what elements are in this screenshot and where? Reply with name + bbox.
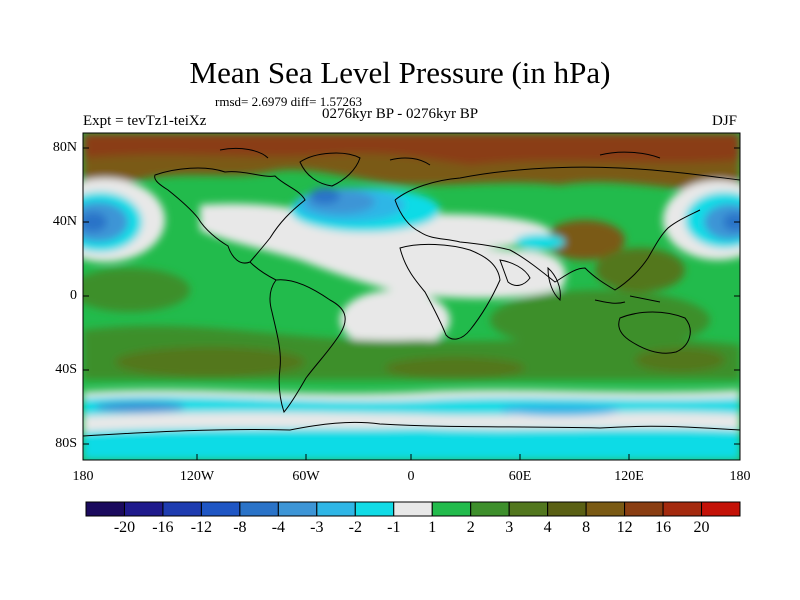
lon-tick-0: 0 xyxy=(407,469,415,484)
colorbar-label: -1 xyxy=(387,519,401,536)
lon-tick-180e: 180 xyxy=(729,469,751,484)
colorbar-swatch xyxy=(162,501,202,517)
colorbar-swatch xyxy=(624,501,664,517)
colorbar-swatch xyxy=(547,501,587,517)
colorbar-label: 2 xyxy=(466,519,475,536)
colorbar-label: -20 xyxy=(113,519,136,536)
colorbar-swatch xyxy=(85,501,125,517)
colorbar xyxy=(85,501,741,517)
colorbar-label: -3 xyxy=(310,519,324,536)
colorbar-swatch xyxy=(239,501,279,517)
map-title: Mean Sea Level Pressure (in hPa) xyxy=(189,55,611,90)
colorbar-label: 16 xyxy=(655,519,672,536)
colorbar-swatch xyxy=(585,501,626,517)
season-label: DJF xyxy=(712,113,738,129)
colorbar-label: -16 xyxy=(152,519,174,536)
lon-tick-120e: 120E xyxy=(614,469,644,484)
colorbar-label: -8 xyxy=(233,519,247,536)
colorbar-swatch xyxy=(200,501,241,517)
colorbar-label: 8 xyxy=(582,519,591,536)
colorbar-swatch xyxy=(277,501,318,517)
colorbar-swatch xyxy=(393,501,433,517)
colorbar-swatch xyxy=(508,501,549,517)
colorbar-swatch xyxy=(701,501,741,517)
lon-tick-180w: 180 xyxy=(72,469,94,484)
colorbar-label: 4 xyxy=(543,519,552,536)
lat-tick-80n: 80N xyxy=(52,140,77,155)
lon-tick-120w: 120W xyxy=(179,469,215,484)
colorbar-swatch xyxy=(316,501,356,517)
colorbar-swatch xyxy=(123,501,164,517)
colorbar-swatch xyxy=(662,501,703,517)
lon-tick-60w: 60W xyxy=(292,469,320,484)
coastlines xyxy=(83,147,740,437)
lat-tick-80s: 80S xyxy=(55,436,77,451)
colorbar-swatch xyxy=(470,501,510,517)
colorbar-label: 1 xyxy=(428,519,437,536)
colorbar-label: -4 xyxy=(271,519,286,536)
lon-tick-60e: 60E xyxy=(508,469,532,484)
colorbar-label: 12 xyxy=(616,519,633,536)
lat-tick-40n: 40N xyxy=(52,214,77,229)
lat-tick-40s: 40S xyxy=(55,362,77,377)
pressure-field xyxy=(83,133,740,460)
colorbar-label: -12 xyxy=(190,519,213,536)
tick-marks xyxy=(83,147,740,460)
lat-tick-0: 0 xyxy=(70,288,77,303)
colorbar-label: -2 xyxy=(348,519,362,536)
colorbar-swatch xyxy=(431,501,472,517)
period-label: 0276kyr BP - 0276kyr BP xyxy=(322,106,479,122)
colorbar-swatch xyxy=(354,501,395,517)
colorbar-label: 20 xyxy=(693,519,710,536)
colorbar-label: 3 xyxy=(505,519,514,536)
experiment-label: Expt = tevTz1-teiXz xyxy=(83,113,207,129)
stats-text: rmsd= 2.6979 diff= 1.57263 xyxy=(215,94,362,109)
